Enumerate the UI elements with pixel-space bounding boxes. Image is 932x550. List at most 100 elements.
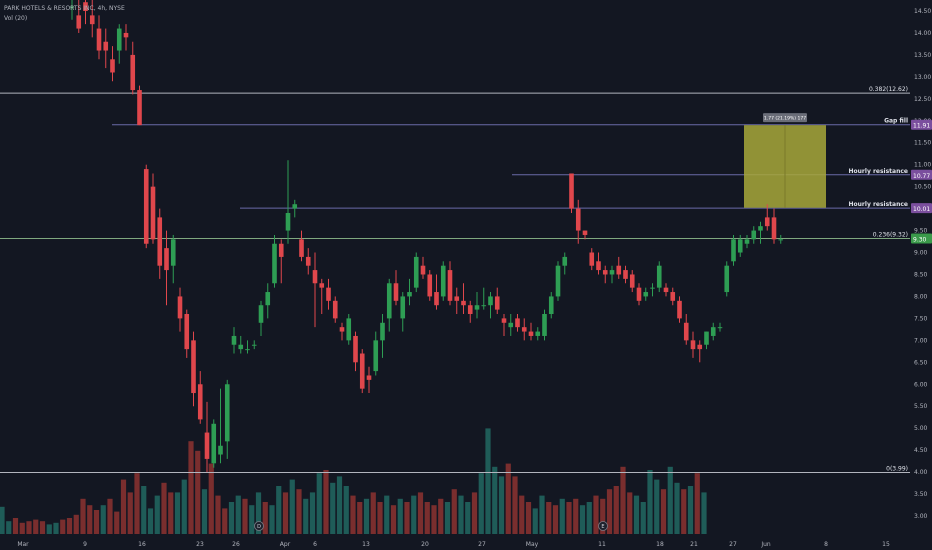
volume-bar: [363, 498, 370, 534]
volume-bar: [235, 495, 241, 534]
time-axis-background: [0, 538, 932, 550]
candle-body: [440, 265, 446, 297]
candle-body: [393, 283, 399, 301]
candle-body: [238, 344, 244, 350]
volume-bar: [667, 466, 673, 534]
volume-bars: [0, 428, 707, 534]
price-tag-bg: [911, 169, 932, 180]
volume-bar: [444, 502, 451, 534]
volume-bar: [215, 495, 221, 534]
volume-bar: [39, 521, 46, 534]
time-tick-label: 9: [83, 541, 87, 548]
candle-body: [76, 15, 82, 29]
price-tag-bg: [911, 119, 932, 130]
volume-bar: [168, 492, 174, 534]
candle-body: [535, 331, 541, 336]
volume-indicator-label[interactable]: Vol (20): [4, 15, 28, 22]
candle-body: [258, 305, 264, 323]
candle-body: [373, 340, 379, 372]
volume-bar: [222, 508, 228, 534]
candle-body: [724, 265, 730, 293]
volume-bar: [107, 498, 113, 534]
volume-bar: [208, 463, 214, 534]
candle-body: [191, 340, 196, 394]
time-axis[interactable]: Mar 9 16 23 26 Apr 6 13 20 27 May 11 18 21 27 Jun 8 15: [0, 538, 932, 550]
time-tick-label: 23: [196, 541, 204, 548]
chart-legend: PARK HOTELS & RESORTS INC, 4h, NYSE Vol …: [4, 4, 125, 24]
candle-body: [319, 283, 325, 288]
volume-bar: [296, 489, 302, 534]
volume-bar: [26, 521, 32, 534]
candle-body: [528, 331, 534, 336]
price-tick-label: 10.50: [914, 184, 931, 191]
price-tick-label: 3.50: [914, 491, 928, 498]
time-tick-label: Apr: [280, 541, 291, 548]
price-tick-label: 13.00: [914, 74, 931, 81]
price-tick-label: 7.50: [914, 315, 928, 322]
price-tick-label: 5.00: [914, 425, 928, 432]
candle-body: [582, 230, 588, 235]
price-tag: 10.77: [913, 173, 930, 180]
price-tag: 10.01: [913, 206, 930, 213]
volume-bar: [282, 492, 289, 534]
candle-body: [231, 335, 237, 345]
volume-bar: [546, 502, 552, 534]
candle-body: [447, 270, 453, 301]
volume-bar: [525, 502, 532, 534]
time-tick-label: 8: [824, 541, 828, 548]
candle-body: [339, 327, 345, 332]
candle-body: [164, 248, 169, 271]
price-tag: 11.91: [913, 123, 930, 130]
candle-body: [386, 283, 392, 319]
volume-bar: [559, 498, 565, 534]
candle-body: [292, 204, 298, 209]
candle-body: [461, 300, 466, 306]
candle-body: [643, 292, 649, 297]
volume-bar: [438, 498, 444, 534]
price-tick-label: 14.00: [914, 30, 931, 37]
volume-bar: [303, 498, 309, 534]
level-label-hourly-resistance-1: Hourly resistance: [849, 168, 908, 175]
candle-body: [400, 296, 406, 319]
volume-bar: [309, 492, 316, 534]
volume-bar: [397, 498, 403, 534]
candle-body: [704, 331, 709, 345]
symbol-title[interactable]: PARK HOTELS & RESORTS INC, 4h, NYSE: [4, 5, 125, 12]
candle-body: [272, 243, 277, 284]
volume-bar: [384, 495, 390, 534]
volume-bar: [330, 482, 336, 534]
candle-body: [717, 327, 723, 329]
volume-bar: [181, 479, 187, 534]
level-label-fib-0.236: 0.236(9.32): [873, 231, 908, 238]
price-tick-label: 5.50: [914, 403, 928, 410]
volume-bar: [600, 498, 606, 534]
candle-body: [623, 270, 628, 279]
candle-body: [589, 252, 595, 266]
volume-bar: [505, 463, 511, 534]
volume-bar: [485, 428, 491, 534]
volume-bar: [492, 466, 498, 534]
candle-body: [494, 296, 500, 310]
price-tick-label: 9.50: [914, 228, 928, 235]
candle-body: [454, 296, 460, 301]
volume-bar: [12, 518, 19, 534]
candle-body: [83, 2, 88, 12]
volume-bar: [66, 518, 73, 534]
price-axis[interactable]: 14.5014.0013.5013.0012.5012.0011.5011.00…: [910, 0, 932, 538]
candle-body: [224, 384, 230, 442]
volume-bar: [161, 482, 167, 534]
candle-body: [265, 292, 271, 306]
volume-bar: [701, 492, 707, 534]
volume-bar: [188, 441, 194, 534]
volume-bar: [249, 505, 255, 534]
volume-bar: [336, 476, 343, 534]
volume-bar: [606, 489, 613, 534]
volume-bar: [431, 505, 437, 534]
candle-body: [218, 445, 223, 455]
candle-body: [359, 353, 365, 389]
price-tick-label: 4.00: [914, 469, 928, 476]
candle-body: [407, 292, 412, 297]
candle-body: [420, 265, 426, 275]
